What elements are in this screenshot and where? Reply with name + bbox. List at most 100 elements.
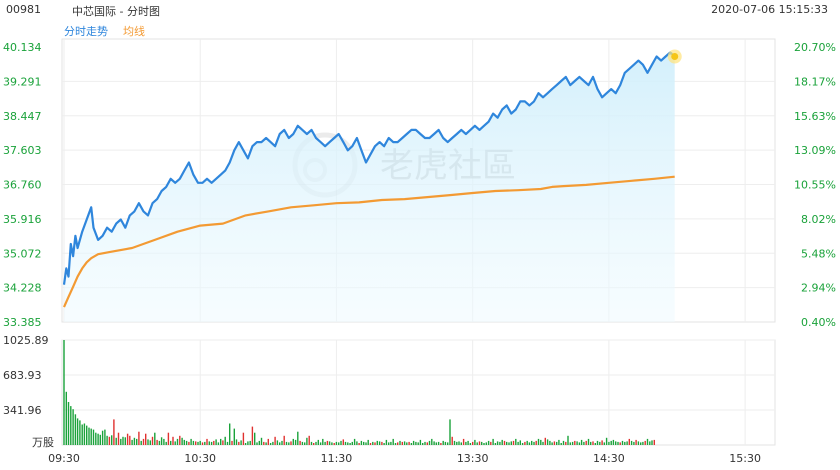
volume-bar [381,441,383,445]
volume-unit: 万股 [32,436,54,449]
volume-bar [333,443,335,445]
y-tick-left: 38.447 [3,110,42,123]
volume-bar [444,441,447,445]
volume-bar [615,441,617,445]
volume-bar [83,423,86,445]
volume-bar [254,432,256,445]
volume-bar [369,443,372,445]
volume-bar [453,440,456,445]
volume-bar [365,442,367,445]
volume-bar [560,443,562,445]
volume-bar [353,438,356,445]
y-tick-left: 39.291 [3,75,42,88]
volume-bar [476,442,478,445]
volume-bar [274,436,276,445]
volume-bar [70,406,72,445]
volume-bar [163,438,165,445]
volume-bar [433,441,435,445]
volume-bar [113,419,115,445]
volume-bar [147,439,149,445]
volume-tick: 1025.89 [3,334,49,347]
volume-bar [481,441,483,445]
volume-bar [458,441,460,445]
volume-bar [260,437,263,445]
volume-bar [340,440,342,445]
volume-bar [356,441,358,445]
volume-bar [390,441,392,445]
volume-bar [172,436,174,445]
volume-bar [583,441,585,445]
volume-bar [154,432,156,445]
volume-bar [467,440,469,445]
volume-bar [635,439,637,445]
volume-bar [176,438,179,445]
volume-bar [517,441,519,445]
y-tick-right: 13.09% [794,144,836,157]
volume-bar [283,435,285,445]
volume-bar [565,441,567,445]
volume-bar [594,443,596,445]
volume-bar [637,441,640,445]
volume-bar [256,442,258,445]
volume-bar [349,443,351,445]
volume-bar [533,441,535,445]
volume-bar [442,440,444,445]
volume-bar [653,439,655,445]
volume-bar [288,442,290,445]
volume-bar [415,441,417,445]
volume-bar [447,442,449,445]
volume-bar [435,442,437,445]
volume-bar [222,440,224,445]
legend-avg[interactable]: 均线 [123,25,145,38]
volume-bar [469,443,472,445]
volume-bar [528,442,531,445]
y-tick-right: 10.55% [794,179,836,192]
volume-bar [299,440,301,445]
volume-bar [199,440,201,445]
volume-bar [145,433,147,445]
y-tick-right: 5.48% [801,247,836,260]
volume-bar [136,438,138,445]
legend-price[interactable]: 分时走势 [64,25,108,38]
volume-bar [65,391,67,445]
volume-bar [501,439,503,445]
y-tick-right: 20.70% [794,41,836,54]
volume-bar [92,429,95,445]
volume-bar [431,438,433,445]
volume-bar [328,441,331,445]
volume-bar [101,430,104,445]
volume-bar [592,441,594,445]
volume-bar [285,441,288,445]
last-point-marker [671,53,679,61]
volume-bar [508,442,510,445]
volume-bar [217,442,220,445]
volume-bar [111,435,113,445]
volume-bar [649,441,651,445]
volume-bar [633,441,635,445]
volume-bar [67,402,70,445]
volume-bar [624,441,626,445]
volume-bar [576,441,578,445]
volume-bar [108,436,111,445]
volume-bar [95,432,97,445]
volume-bar [251,426,254,445]
volume-bar [419,439,422,445]
volume-bar [376,440,378,445]
volume-bar [138,431,140,445]
volume-bar [279,442,281,445]
volume-bar [231,440,233,445]
volume-bar [90,428,92,445]
volume-bar [492,438,494,445]
volume-bar [535,440,537,445]
volume-bar [249,440,251,445]
volume-bar [542,441,544,445]
volume-bar [81,424,83,445]
volume-bar [117,432,120,445]
price-area [64,52,675,322]
volume-bar [126,433,129,445]
volume-bar [174,441,176,445]
volume-bar [410,443,413,445]
volume-bar [233,428,235,445]
volume-bar [142,438,145,445]
